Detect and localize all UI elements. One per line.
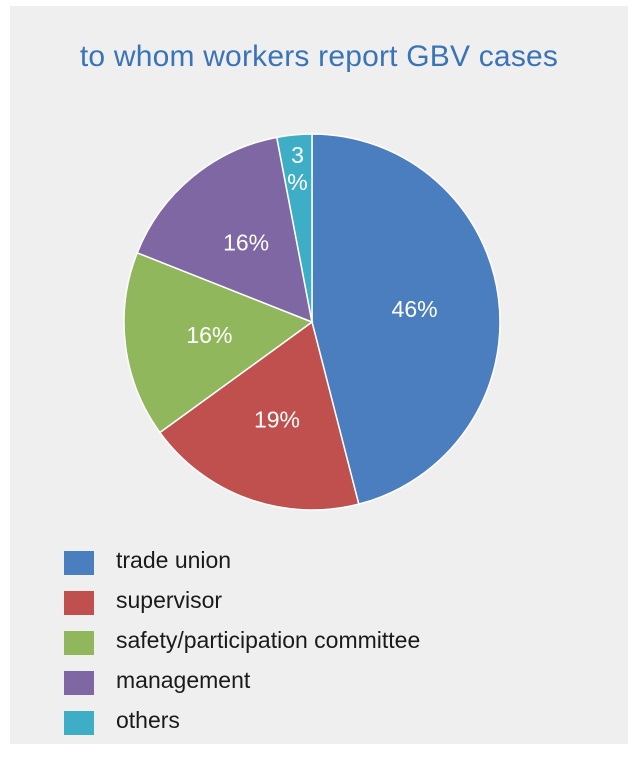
pie-chart: 46% 19% 16% 16% 3% bbox=[123, 133, 501, 511]
legend-label: trade union bbox=[116, 547, 232, 573]
legend-swatch bbox=[64, 591, 94, 615]
pie-slice-management bbox=[136, 136, 313, 324]
data-label-supervisor: 19% bbox=[254, 406, 300, 432]
pie-slice-safety-participation-committee bbox=[123, 251, 314, 434]
data-label-others: 3% bbox=[287, 142, 307, 195]
pie-slice-trade-union bbox=[311, 133, 501, 506]
data-label-safety-participation-committee: 16% bbox=[186, 322, 232, 348]
legend-swatch bbox=[64, 631, 94, 655]
pie-slice-supervisor bbox=[158, 320, 360, 511]
legend-label: management bbox=[116, 667, 251, 693]
data-label-trade-union: 46% bbox=[392, 296, 438, 322]
legend-label: safety/participation committee bbox=[116, 627, 421, 653]
pie-slice-others bbox=[275, 133, 313, 323]
chart-panel: to whom workers report GBV cases 46% 19% 1… bbox=[10, 6, 628, 744]
legend-label: others bbox=[116, 707, 180, 733]
legend-swatch bbox=[64, 551, 94, 575]
data-label-management: 16% bbox=[223, 229, 269, 255]
chart-title: to whom workers report GBV cases bbox=[79, 40, 559, 73]
legend-swatch bbox=[64, 671, 94, 695]
legend-swatch bbox=[64, 711, 94, 735]
legend-label: supervisor bbox=[116, 587, 223, 613]
